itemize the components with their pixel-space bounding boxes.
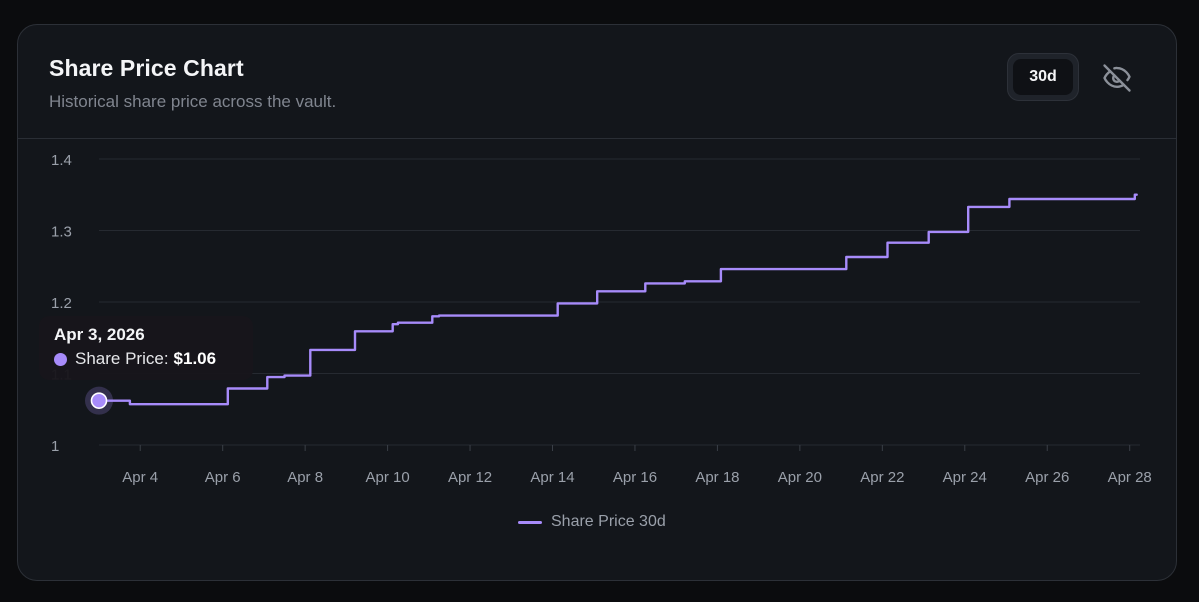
x-tick-label: Apr 28 [1108, 469, 1152, 486]
x-tick-label: Apr 26 [1025, 469, 1069, 486]
x-tick-label: Apr 8 [287, 469, 323, 486]
legend-label: Share Price 30d [551, 513, 666, 530]
x-tick-label: Apr 18 [695, 469, 739, 486]
share-price-card: Share Price Chart Historical share price… [17, 24, 1177, 581]
x-tick-label: Apr 14 [530, 469, 574, 486]
x-tick-label: Apr 6 [205, 469, 241, 486]
hide-chart-button[interactable] [1100, 61, 1134, 95]
card-header: Share Price Chart Historical share price… [18, 25, 1176, 139]
tooltip-series-label: Share Price: [75, 349, 169, 368]
card-subtitle: Historical share price across the vault. [49, 92, 337, 111]
x-tick-label: Apr 16 [613, 469, 657, 486]
series-line-share-price [97, 193, 1138, 406]
card-title: Share Price Chart [49, 55, 244, 81]
tooltip-series-dot [54, 352, 67, 366]
legend-swatch [518, 520, 542, 524]
y-tick-label: 1.4 [51, 152, 72, 169]
eye-off-icon [1103, 64, 1131, 92]
tooltip-value: $1.06 [173, 349, 217, 368]
y-tick-label: 1 [51, 438, 59, 455]
x-tick-label: Apr 24 [943, 469, 987, 486]
chart-legend[interactable]: Share Price 30d [518, 513, 666, 531]
tooltip-row: Share Price: $1.06 [54, 348, 253, 370]
x-tick-label: Apr 4 [122, 469, 158, 486]
chart-tooltip: Apr 3, 2026 Share Price: $1.06 [39, 316, 253, 380]
y-tick-label: 1.3 [51, 224, 72, 241]
tooltip-date: Apr 3, 2026 [54, 325, 145, 344]
x-tick-label: Apr 10 [365, 469, 409, 486]
y-tick-label: 1.2 [51, 295, 72, 312]
x-tick-label: Apr 20 [778, 469, 822, 486]
hover-point [90, 392, 108, 409]
range-selector-label: 30d [1013, 59, 1073, 95]
x-tick-label: Apr 12 [448, 469, 492, 486]
x-tick-label: Apr 22 [860, 469, 904, 486]
range-selector-button[interactable]: 30d [1007, 53, 1079, 101]
